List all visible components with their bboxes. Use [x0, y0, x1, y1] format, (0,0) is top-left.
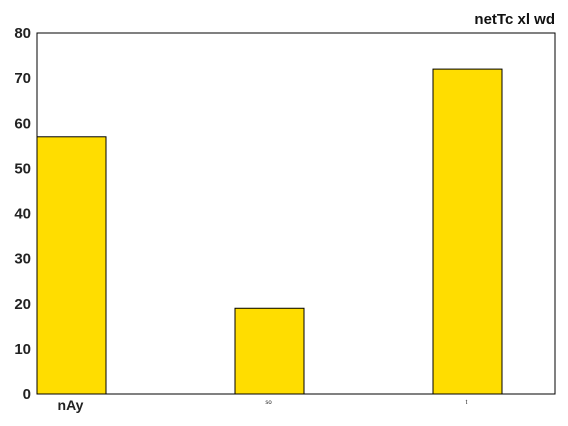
y-tick-label-30: 30: [14, 251, 31, 268]
plot-frame: [36, 32, 556, 395]
y-tick-label-70: 70: [14, 70, 31, 87]
bars-layer: [36, 68, 503, 395]
y-tick-label-20: 20: [14, 296, 31, 313]
bar-2: [432, 68, 503, 395]
chart-title: netTc xl wd: [474, 11, 555, 28]
y-tick-label-60: 60: [14, 115, 31, 132]
y-tick-label-80: 80: [14, 25, 31, 42]
y-axis-ticks: 0 10 20 30 40 50 60 70 80: [14, 25, 31, 403]
x-tick-label-2: t: [466, 400, 468, 406]
x-axis-labels: nAy so t: [58, 397, 468, 413]
y-tick-label-10: 10: [14, 341, 31, 358]
x-tick-label-1: so: [265, 400, 272, 406]
y-tick-label-0: 0: [23, 386, 31, 403]
bar-0: [36, 136, 107, 395]
x-tick-label-0: nAy: [58, 397, 84, 413]
bar-1: [234, 307, 305, 395]
y-tick-label-40: 40: [14, 206, 31, 223]
y-tick-label-50: 50: [14, 160, 31, 177]
